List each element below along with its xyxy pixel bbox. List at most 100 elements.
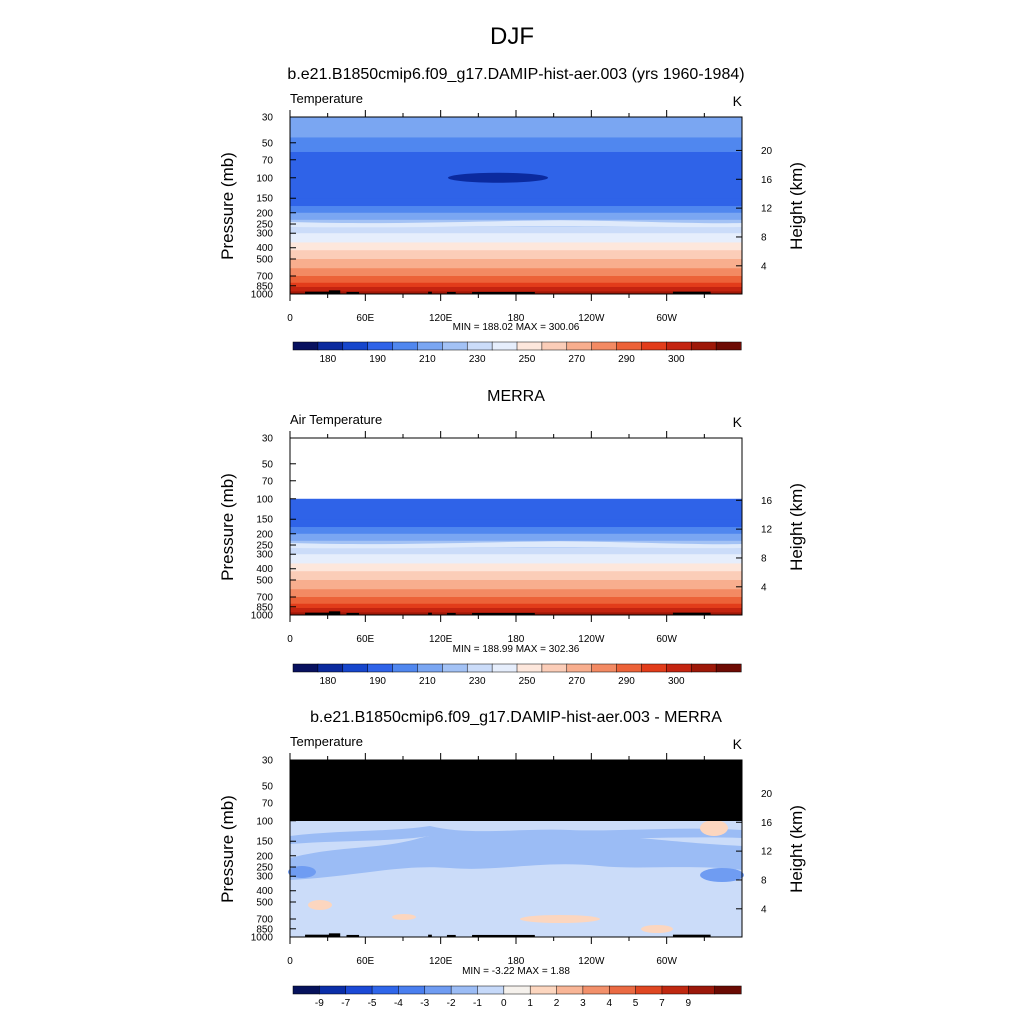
colorbar-swatch	[292, 341, 319, 351]
topography-block	[472, 934, 535, 937]
panel-diff-minmax: MIN = -3.22 MAX = 1.88	[462, 966, 570, 977]
colorbar-label: 300	[668, 354, 685, 365]
colorbar-swatch	[529, 985, 558, 995]
panel-model-ylabel: Pressure (mb)	[218, 152, 237, 260]
pressure-tick-label: 30	[262, 113, 274, 124]
colorbar-swatch	[292, 663, 319, 673]
colorbar-swatch	[582, 985, 610, 995]
colorbar-swatch	[715, 341, 742, 351]
panel-model-units: K	[733, 93, 743, 109]
colorbar-label: 270	[568, 676, 585, 687]
colorbar-label: 3	[580, 998, 586, 1009]
colorbar-label: 180	[320, 354, 337, 365]
temperature-band	[290, 547, 742, 555]
pressure-tick-label: 200	[256, 851, 273, 862]
panel-diff-title: b.e21.B1850cmip6.f09_g17.DAMIP-hist-aer.…	[310, 709, 722, 726]
colorbar-swatch	[503, 985, 531, 995]
diff-masked-region	[290, 760, 742, 821]
colorbar-label: 210	[419, 676, 436, 687]
panel-obs-ylabel: Pressure (mb)	[218, 473, 237, 581]
colorbar-label: -2	[447, 998, 456, 1009]
colorbar-swatch	[342, 663, 369, 673]
colorbar-swatch	[417, 663, 443, 673]
longitude-tick-label: 60E	[356, 634, 374, 645]
panel-obs-temperature-field	[290, 438, 742, 616]
colorbar-swatch	[466, 341, 493, 351]
colorbar-label: 250	[519, 676, 536, 687]
pressure-tick-label: 70	[262, 476, 274, 487]
colorbar-label: 230	[469, 354, 486, 365]
temperature-band	[290, 607, 742, 613]
topography-block	[428, 934, 432, 937]
colorbar-label: 190	[369, 354, 386, 365]
pressure-tick-label: 700	[256, 271, 273, 282]
pressure-tick-label: 850	[256, 281, 273, 292]
height-tick-label: 8	[761, 553, 767, 564]
pressure-tick-label: 300	[256, 229, 273, 240]
temperature-band	[290, 527, 742, 535]
height-tick-label: 12	[761, 204, 773, 215]
longitude-tick-label: 60W	[656, 634, 677, 645]
pressure-tick-label: 200	[256, 529, 273, 540]
colorbar-label: -9	[315, 998, 324, 1009]
topography-block	[328, 933, 341, 937]
panel-diff-difference-field	[288, 760, 744, 937]
longitude-tick-label: 60E	[356, 956, 374, 967]
longitude-tick-label: 180	[508, 634, 525, 645]
colorbar-swatch	[367, 341, 394, 351]
pressure-tick-label: 850	[256, 924, 273, 935]
panel-model: b.e21.B1850cmip6.f09_g17.DAMIP-hist-aer.…	[218, 66, 806, 365]
longitude-tick-label: 0	[287, 634, 293, 645]
colorbar-swatch	[714, 985, 742, 995]
temperature-band	[290, 571, 742, 581]
pressure-tick-label: 150	[256, 515, 273, 526]
topography-block	[672, 291, 711, 294]
colorbar-swatch	[516, 663, 543, 673]
colorbar-swatch	[566, 663, 593, 673]
longitude-tick-label: 60E	[356, 313, 374, 324]
colorbar-label: 1	[527, 998, 533, 1009]
panel-model-left-label: Temperature	[290, 91, 363, 106]
colorbar-swatch	[715, 663, 742, 673]
panel-diff-ylabel: Pressure (mb)	[218, 795, 237, 903]
colorbar-swatch	[591, 341, 618, 351]
topography-block	[472, 291, 535, 294]
colorbar-label: 290	[618, 676, 635, 687]
panel-diff-units: K	[733, 736, 743, 752]
pressure-tick-label: 50	[262, 781, 274, 792]
colorbar-label: 270	[568, 354, 585, 365]
pressure-tick-label: 500	[256, 255, 273, 266]
diff-positive-spot	[641, 925, 673, 933]
temperature-band	[290, 596, 742, 605]
topography-block	[672, 612, 711, 615]
panel-obs-title: MERRA	[487, 388, 545, 405]
pressure-tick-label: 100	[256, 816, 273, 827]
panel-obs-units: K	[733, 414, 743, 430]
colorbar-swatch	[371, 985, 399, 995]
colorbar-label: 2	[554, 998, 560, 1009]
colorbar-swatch	[616, 341, 642, 351]
colorbar-label: -7	[341, 998, 350, 1009]
colorbar-swatch	[292, 985, 320, 995]
panel-obs-left-label: Air Temperature	[290, 412, 382, 427]
height-tick-label: 12	[761, 525, 773, 536]
height-tick-label: 16	[761, 496, 773, 507]
temperature-band	[290, 554, 742, 564]
colorbar-swatch	[641, 663, 667, 673]
tropical-warm-bulge	[290, 541, 742, 549]
colorbar-label: 210	[419, 354, 436, 365]
temperature-band	[290, 282, 742, 288]
empty-region	[290, 438, 742, 499]
colorbar-swatch	[556, 985, 584, 995]
pressure-tick-label: 50	[262, 459, 274, 470]
panel-diff: b.e21.B1850cmip6.f09_g17.DAMIP-hist-aer.…	[218, 709, 806, 1009]
colorbar-label: 4	[606, 998, 612, 1009]
colorbar-swatch	[392, 341, 418, 351]
colorbar-label: 0	[501, 998, 507, 1009]
pressure-tick-label: 1000	[251, 290, 274, 301]
colorbar-label: 290	[618, 354, 635, 365]
colorbar-swatch	[688, 985, 716, 995]
colorbar-swatch	[635, 985, 663, 995]
colorbar-label: 5	[633, 998, 639, 1009]
panel-model-title: b.e21.B1850cmip6.f09_g17.DAMIP-hist-aer.…	[287, 66, 744, 83]
